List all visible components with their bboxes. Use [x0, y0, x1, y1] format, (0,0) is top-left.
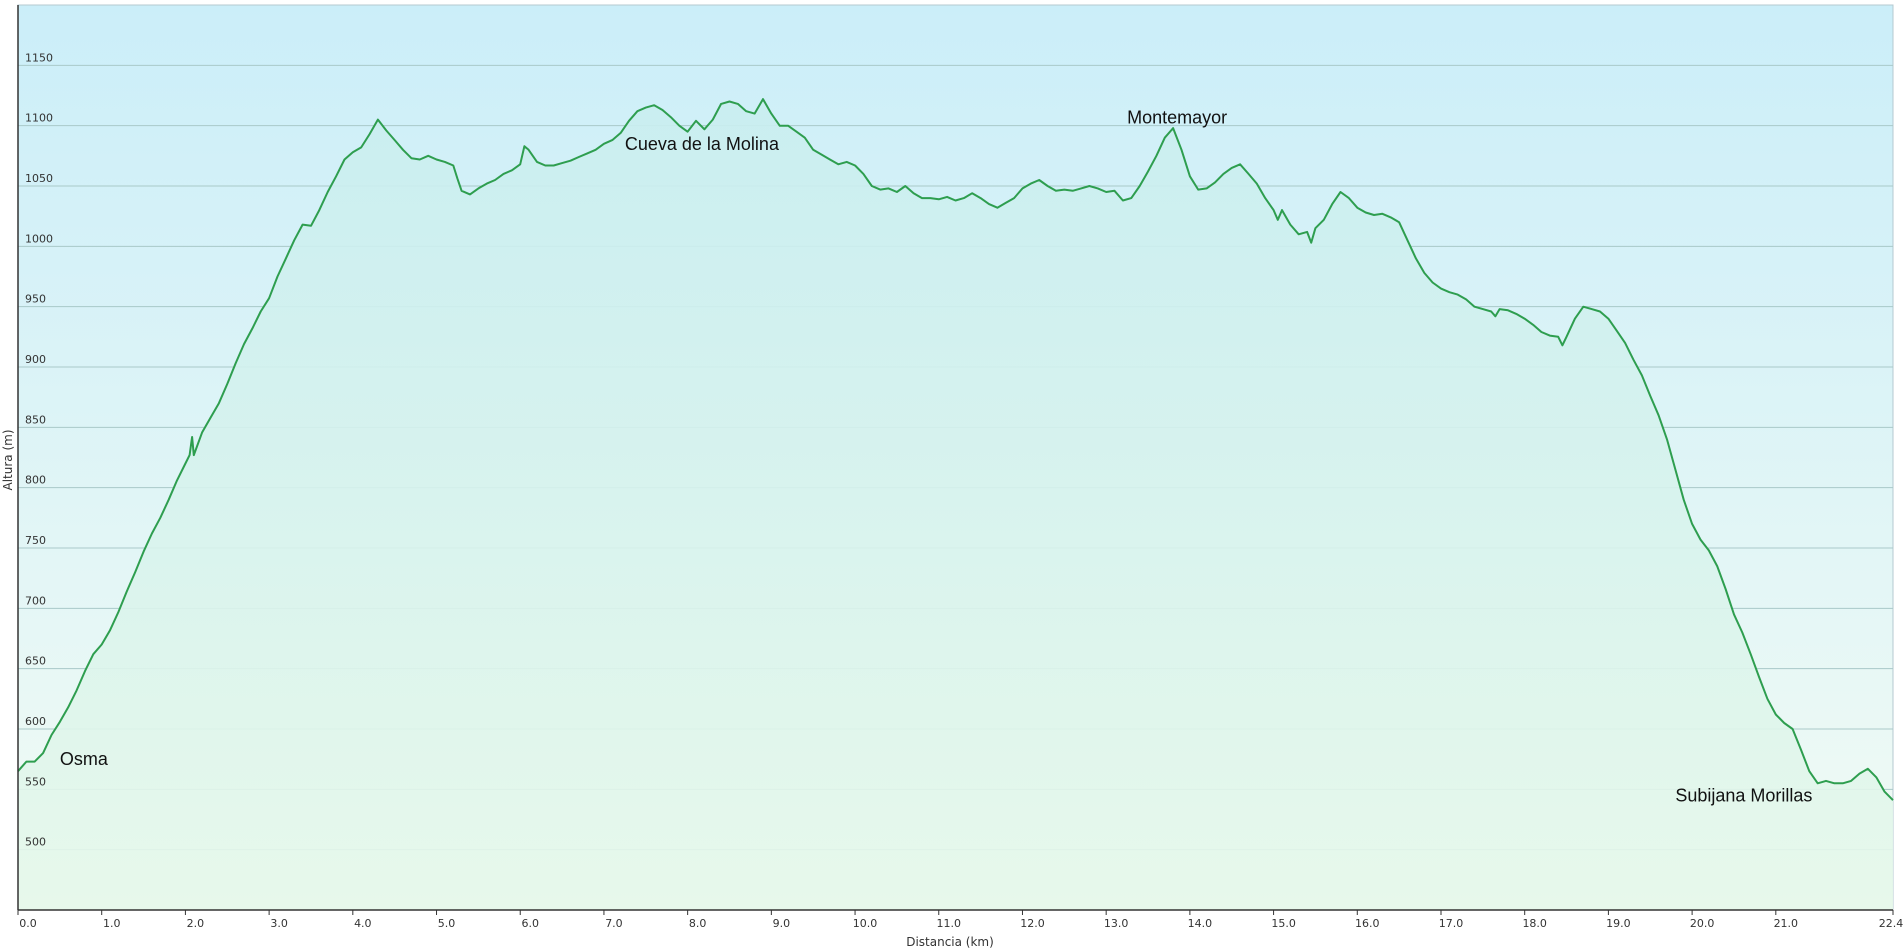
- y-tick-label: 800: [25, 474, 46, 487]
- x-tick-label: 4.0: [354, 917, 372, 930]
- x-tick-label: 0.0: [19, 917, 37, 930]
- y-tick-label: 500: [25, 836, 46, 849]
- x-tick-label: 19.0: [1606, 917, 1631, 930]
- elevation-line: [17, 98, 1894, 801]
- place-annotation: Cueva de la Molina: [625, 134, 780, 154]
- x-tick-label: 20.0: [1690, 917, 1715, 930]
- x-tick-label: 15.0: [1271, 917, 1296, 930]
- elevation-area-fill: [18, 99, 1893, 911]
- x-axis-ticks: 0.0 1.0 2.0 3.0 4.0 5.0 6.0 7.0 8.0 9.0 10.0 11.0 12…: [17, 910, 1903, 930]
- x-tick-label: 6.0: [521, 917, 539, 930]
- x-tick-label: 5.0: [438, 917, 456, 930]
- x-tick-label: 22.4: [1879, 917, 1903, 930]
- x-tick-label: 9.0: [773, 917, 791, 930]
- y-tick-label: 1000: [25, 232, 53, 245]
- y-tick-label: 850: [25, 413, 46, 426]
- y-tick-label: 900: [25, 353, 46, 366]
- x-axis-title: Distancia (km): [906, 935, 994, 949]
- x-tick-label: 14.0: [1188, 917, 1213, 930]
- x-tick-label: 2.0: [187, 917, 205, 930]
- y-tick-label: 750: [25, 534, 46, 547]
- y-tick-label: 1100: [25, 112, 53, 125]
- x-tick-label: 7.0: [605, 917, 623, 930]
- x-tick-label: 18.0: [1522, 917, 1547, 930]
- y-axis-ticks: 500 550 600 650 700 750 800 850 900 950 1000 1050 11…: [25, 51, 53, 848]
- x-tick-label: 17.0: [1439, 917, 1464, 930]
- x-tick-label: 3.0: [270, 917, 288, 930]
- y-axis-title: Altura (m): [1, 429, 15, 490]
- x-tick-label: 1.0: [103, 917, 121, 930]
- x-tick-label: 10.0: [853, 917, 878, 930]
- place-annotation: Osma: [60, 749, 109, 769]
- y-tick-label: 650: [25, 655, 46, 668]
- y-tick-label: 1150: [25, 51, 53, 64]
- x-tick-label: 11.0: [937, 917, 962, 930]
- y-tick-label: 700: [25, 594, 46, 607]
- annotations: Osma Cueva de la Molina Montemayor Subijana…: [60, 107, 1813, 805]
- x-tick-label: 13.0: [1104, 917, 1129, 930]
- y-tick-label: 600: [25, 715, 46, 728]
- y-tick-label: 1050: [25, 172, 53, 185]
- x-tick-label: 12.0: [1020, 917, 1045, 930]
- place-annotation: Subijana Morillas: [1675, 785, 1812, 805]
- y-tick-label: 950: [25, 293, 46, 306]
- x-tick-label: 21.0: [1774, 917, 1799, 930]
- y-tick-label: 550: [25, 775, 46, 788]
- place-annotation: Montemayor: [1127, 107, 1227, 127]
- x-tick-label: 8.0: [689, 917, 707, 930]
- x-tick-label: 16.0: [1355, 917, 1380, 930]
